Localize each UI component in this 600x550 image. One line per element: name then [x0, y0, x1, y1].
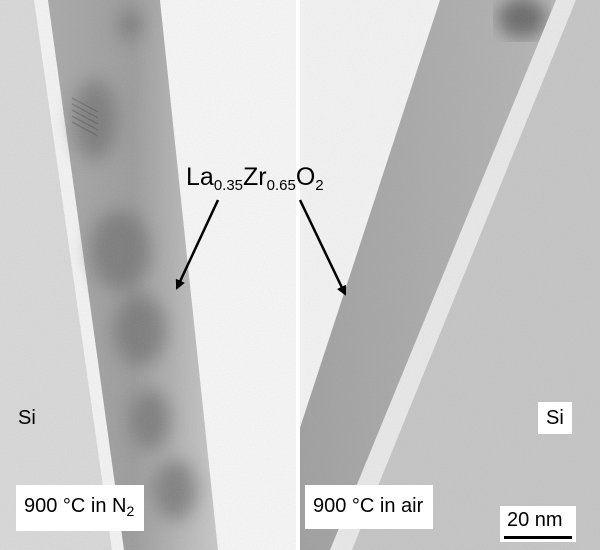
tem-image-n2 — [0, 0, 296, 550]
scale-bar-line — [504, 536, 572, 539]
condition-label-n2-subscript: 2 — [126, 503, 135, 519]
si-label-right: Si — [538, 402, 572, 434]
compound-o-sub: 2 — [315, 177, 324, 194]
condition-label-n2: 900 °C in N2 — [16, 485, 145, 531]
tem-image-air — [300, 0, 600, 550]
compound-zr-sub: 0.65 — [266, 177, 296, 194]
compound-la-sub: 0.35 — [213, 177, 244, 194]
compound-label: La0.35Zr0.65O2 — [186, 163, 324, 194]
compound-o: O — [295, 163, 316, 191]
si-label-left: Si — [18, 407, 36, 429]
compound-zr: Zr — [243, 163, 267, 191]
condition-label-air: 900 °C in air — [305, 485, 434, 529]
condition-label-n2-prefix: 900 °C in N — [24, 495, 127, 517]
tem-panel-air: Si 900 °C in air — [300, 0, 600, 550]
panel-divider — [296, 0, 300, 550]
scale-bar: 20 nm — [500, 506, 576, 542]
tem-panel-n2: Si 900 °C in N2 — [0, 0, 296, 550]
scale-bar-label: 20 nm — [507, 509, 563, 531]
compound-la: La — [186, 163, 214, 191]
